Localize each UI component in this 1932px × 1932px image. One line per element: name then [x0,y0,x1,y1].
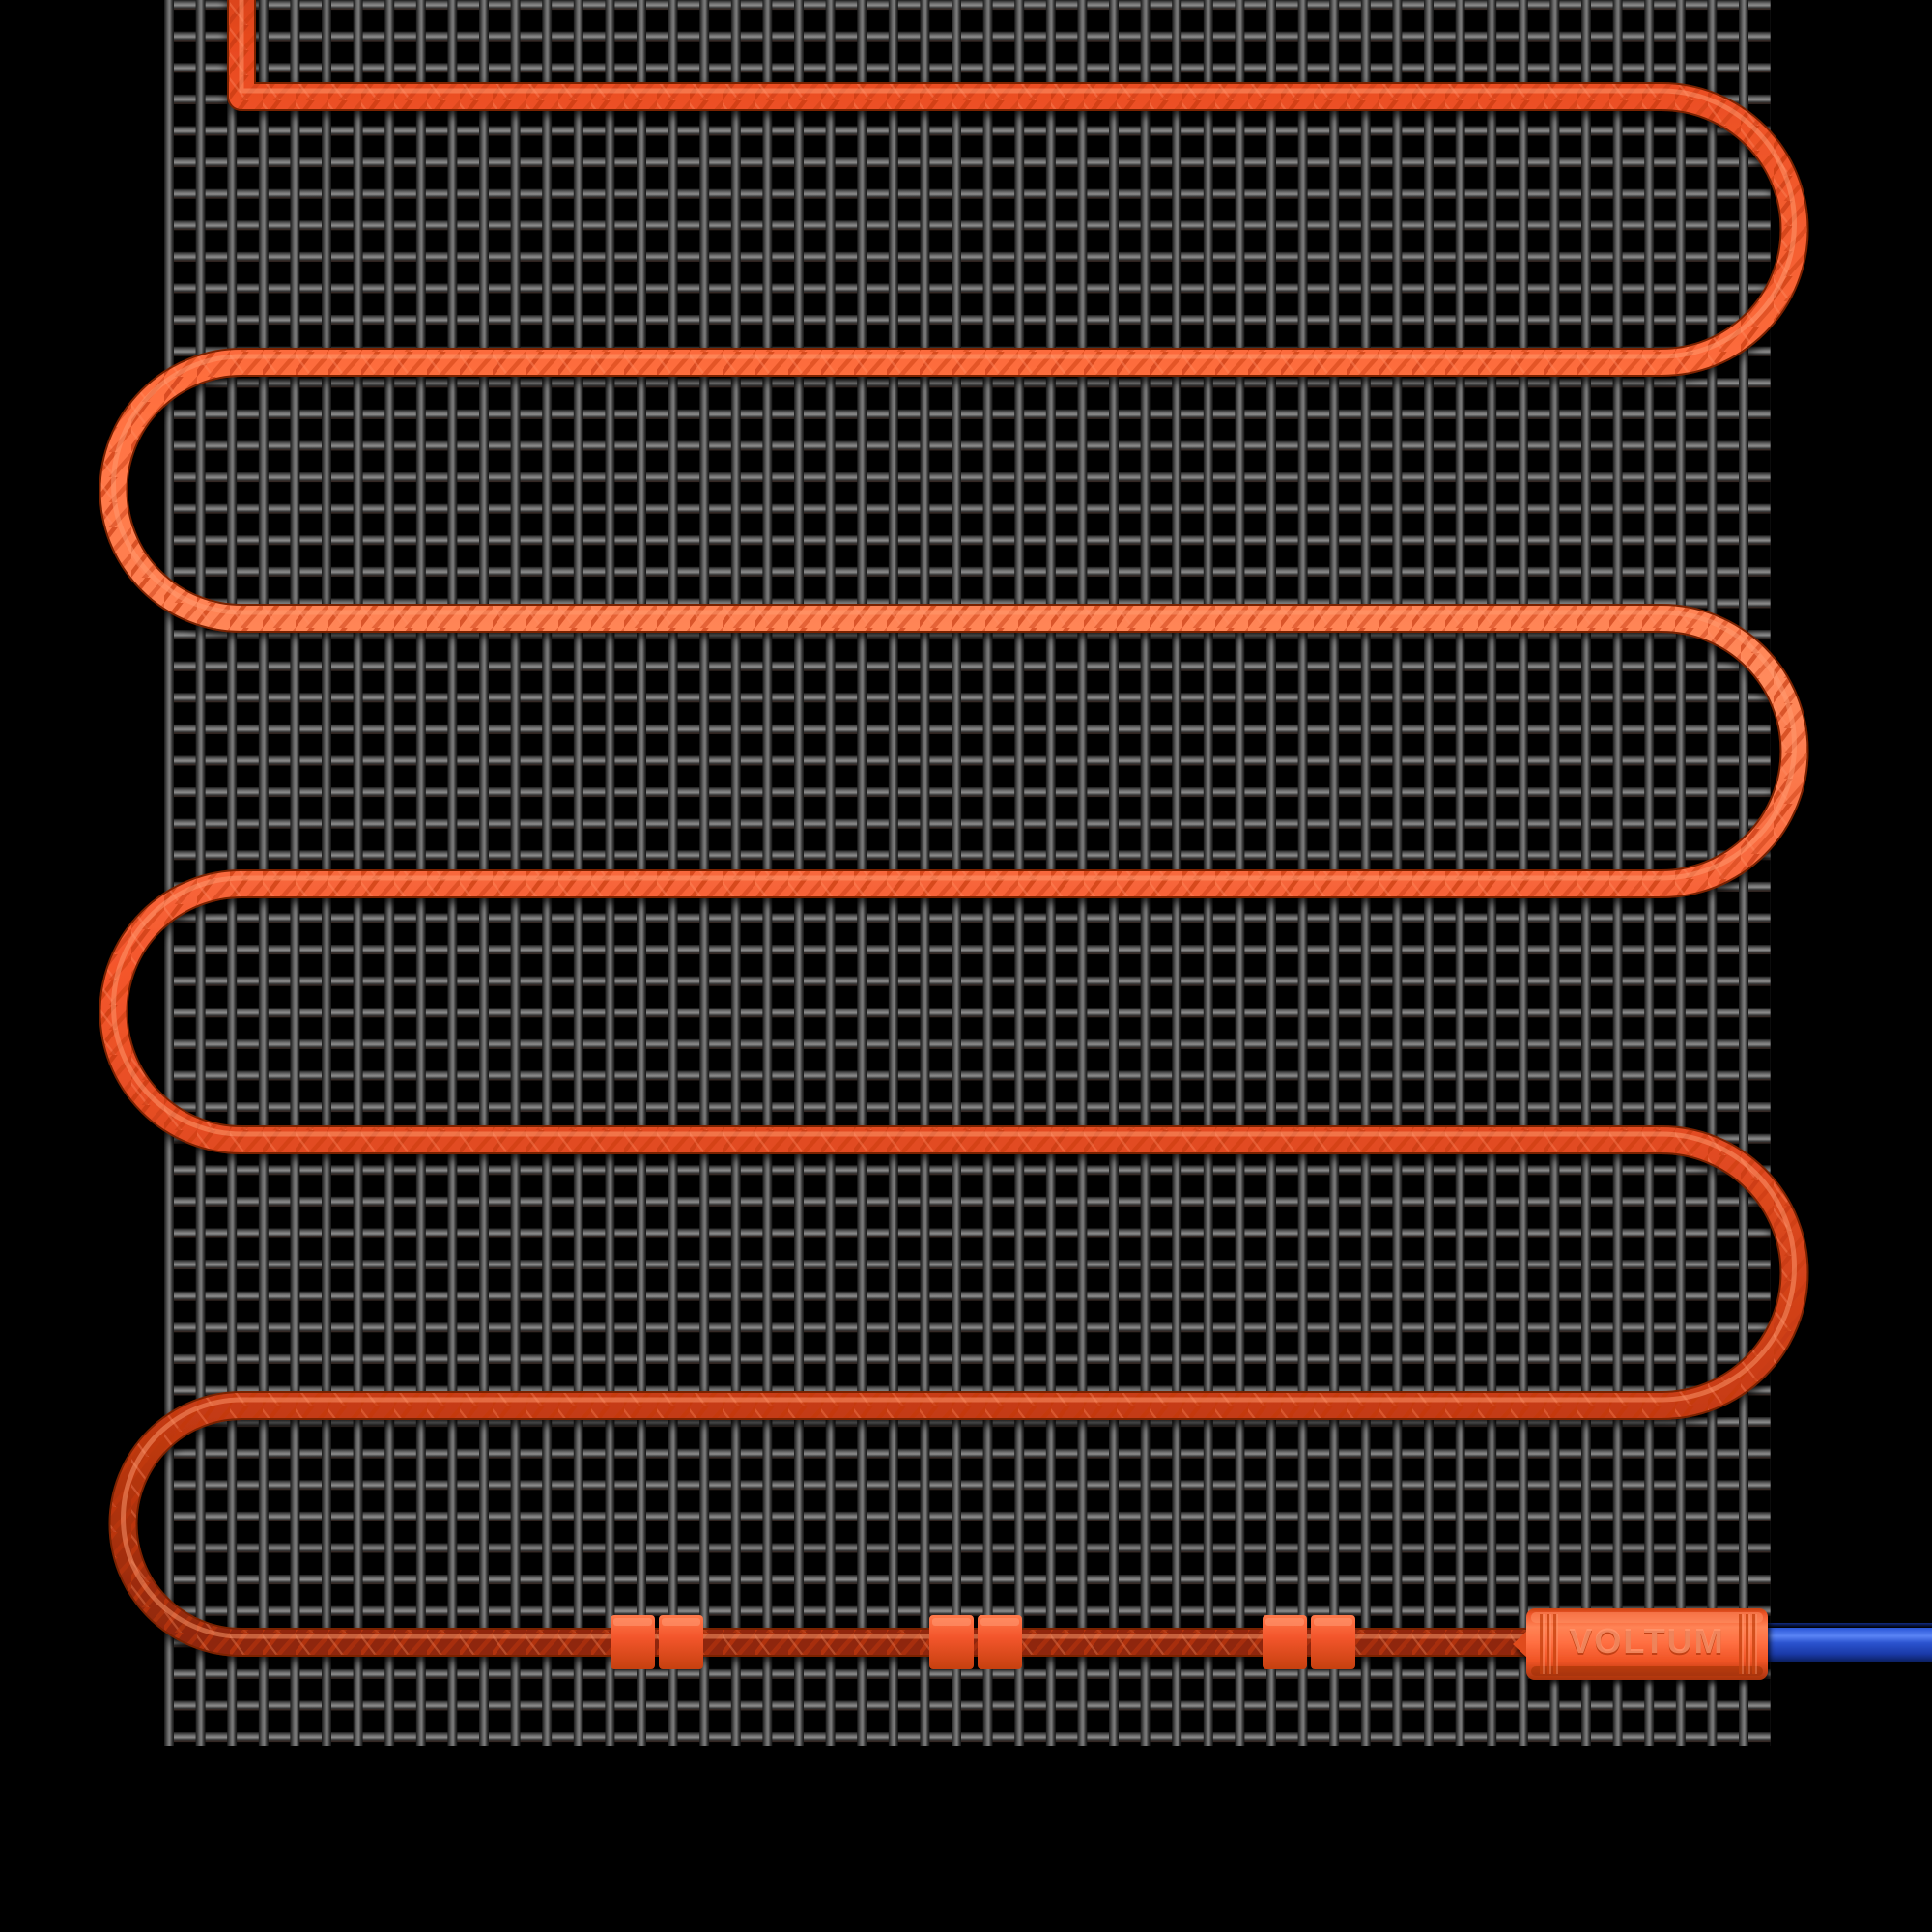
connector-brand-emboss-highlight: VOLTUM [1569,1621,1724,1661]
connector-body [1526,1608,1768,1680]
heating-cable-serpentine [99,0,1809,1657]
cable-clip [1263,1615,1307,1669]
cable-clip [611,1615,655,1669]
cable-clip [1311,1615,1355,1669]
cable-clip [978,1615,1022,1669]
connector-brand-emboss-shadow: VOLTUM [1569,1623,1724,1662]
cable-fixing-clips [611,1615,1355,1669]
cable-clip [929,1615,974,1669]
cold-lead-power-cable [1764,1623,1932,1662]
cable-clip [659,1615,703,1669]
